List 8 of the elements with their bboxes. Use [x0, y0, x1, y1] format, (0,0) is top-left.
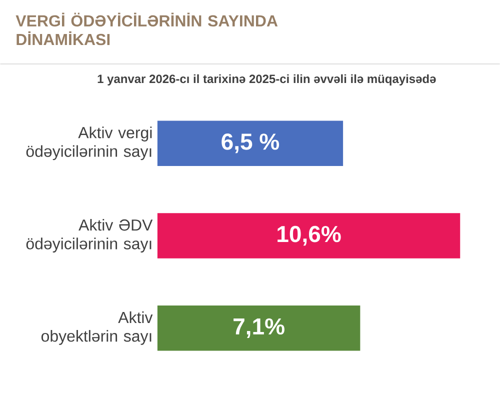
- data-label: 6,5 %: [222, 134, 280, 154]
- chart-subtitle: 1 yanvar 2026-cı il tarixinə 2025-ci ilin əvvəli ilə müqayisədə: [98, 74, 436, 86]
- data-label: 7,1%: [234, 318, 284, 338]
- chart-title: VERGİ ÖDƏYİCİLƏRİNİN SAYINDA DİNAMİKASI: [16, 12, 278, 46]
- data-label: 10,6%: [278, 226, 341, 246]
- y-tick-label: Aktiv ƏDV ödəyicilərinin sayı: [26, 219, 153, 253]
- y-tick-label: Aktiv obyektlərin sayı: [41, 312, 153, 346]
- y-tick-label: Aktiv vergi ödəyicilərinin sayı: [26, 126, 152, 160]
